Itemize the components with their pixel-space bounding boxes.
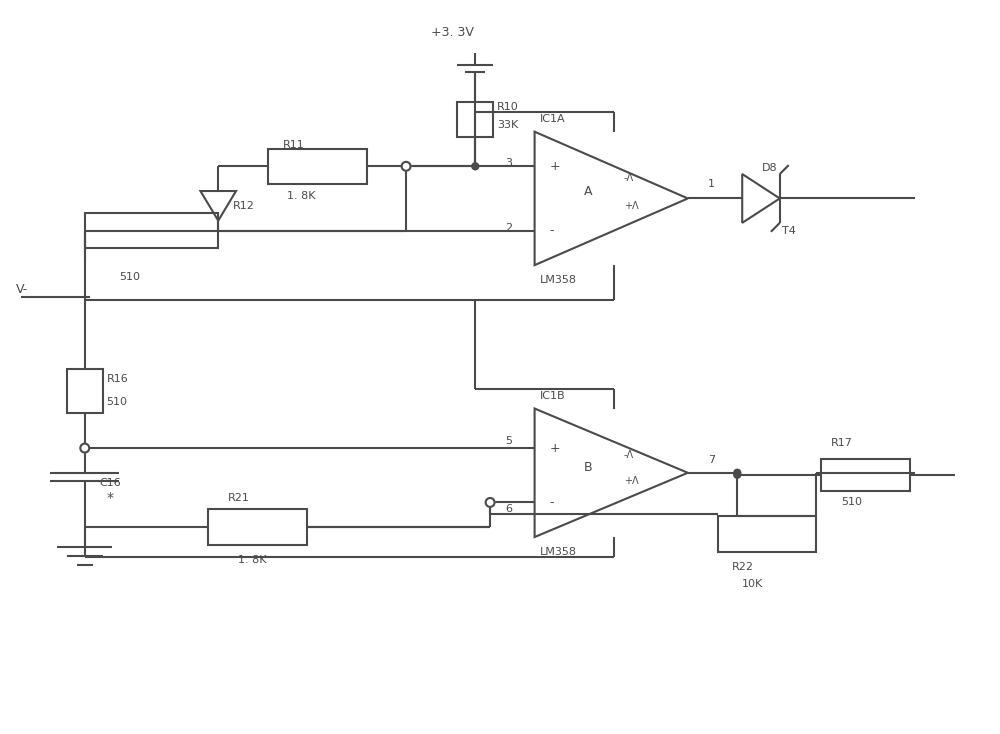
Text: R21: R21: [228, 493, 250, 503]
Circle shape: [486, 498, 495, 507]
Text: -Λ: -Λ: [624, 173, 634, 184]
Text: 1. 8K: 1. 8K: [287, 191, 316, 201]
Text: 2: 2: [505, 222, 512, 233]
Text: 1: 1: [708, 179, 715, 189]
Text: R12: R12: [233, 201, 255, 211]
Text: R16: R16: [107, 374, 128, 384]
Text: -: -: [549, 224, 554, 237]
Text: +: +: [549, 160, 560, 172]
Text: B: B: [584, 462, 593, 474]
Text: IC1B: IC1B: [540, 390, 565, 401]
Circle shape: [734, 471, 741, 479]
Text: +3. 3V: +3. 3V: [431, 26, 474, 40]
Text: 1. 8K: 1. 8K: [238, 555, 267, 564]
Bar: [718, 516, 816, 552]
Bar: [457, 102, 493, 137]
Circle shape: [734, 469, 741, 476]
Text: 6: 6: [505, 504, 512, 515]
Text: R22: R22: [732, 562, 754, 572]
Text: 7: 7: [708, 455, 715, 465]
Text: 3: 3: [505, 159, 512, 168]
Text: LM358: LM358: [540, 547, 577, 557]
Text: IC1A: IC1A: [540, 114, 565, 124]
Text: *: *: [107, 490, 114, 504]
Text: C16: C16: [100, 478, 121, 487]
Text: 5: 5: [505, 436, 512, 446]
Text: 33K: 33K: [497, 120, 518, 130]
Text: +Λ: +Λ: [624, 201, 638, 211]
Bar: [208, 509, 307, 545]
Bar: [821, 459, 910, 490]
Text: 510: 510: [119, 272, 140, 282]
Text: 510: 510: [107, 396, 128, 407]
Text: +: +: [549, 442, 560, 454]
Text: -: -: [549, 496, 554, 509]
Text: LM358: LM358: [540, 275, 577, 285]
Text: V-: V-: [16, 283, 28, 297]
Bar: [85, 213, 218, 248]
Text: A: A: [584, 184, 593, 197]
Bar: [268, 148, 367, 184]
Text: T4: T4: [782, 225, 796, 236]
Text: D8: D8: [762, 163, 778, 173]
Text: 10K: 10K: [742, 578, 763, 589]
Text: +Λ: +Λ: [624, 476, 638, 486]
Text: -Λ: -Λ: [624, 450, 634, 460]
Circle shape: [472, 163, 479, 170]
Text: R10: R10: [497, 102, 519, 112]
Bar: [67, 369, 103, 413]
Circle shape: [402, 162, 411, 171]
Text: 510: 510: [841, 498, 862, 507]
Text: R17: R17: [831, 438, 853, 448]
Text: R11: R11: [282, 139, 304, 150]
Circle shape: [80, 443, 89, 453]
